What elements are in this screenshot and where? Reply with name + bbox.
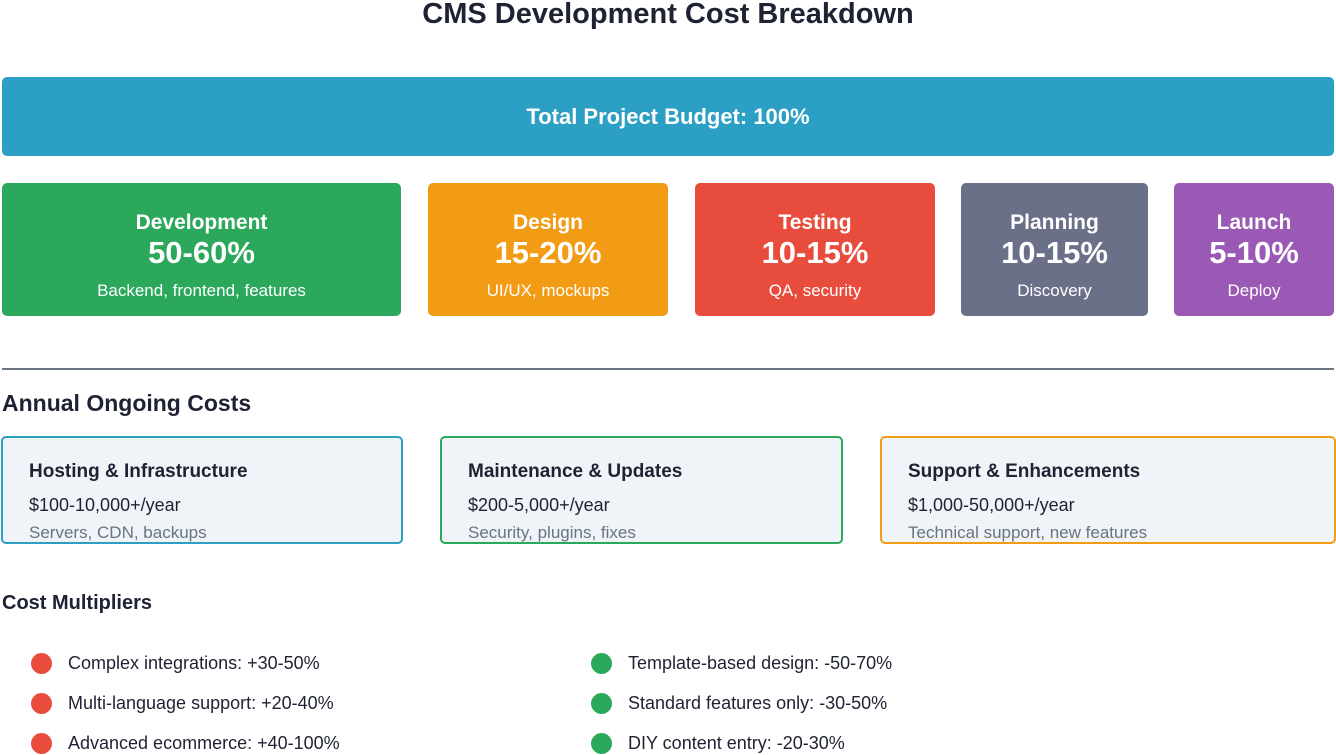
phase-launch: Launch 5-10% Deploy — [1174, 183, 1334, 316]
phase-design: Design 15-20% UI/UX, mockups — [428, 183, 668, 316]
increase-dot-icon — [31, 692, 52, 714]
multiplier-decrease-item: DIY content entry: -20-30% — [591, 731, 845, 755]
section-divider — [2, 368, 1334, 370]
cost-title: Hosting & Infrastructure — [29, 461, 248, 482]
multipliers-heading: Cost Multipliers — [2, 592, 153, 614]
ongoing-costs-heading: Annual Ongoing Costs — [2, 390, 252, 416]
increase-dot-icon — [31, 732, 52, 754]
multiplier-increase-item: Complex integrations: +30-50% — [31, 651, 320, 675]
cost-price: $100-10,000+/year — [29, 495, 181, 515]
cost-desc: Servers, CDN, backups — [29, 523, 207, 542]
multiplier-increase-item: Multi-language support: +20-40% — [31, 691, 334, 715]
cost-card-hosting: Hosting & Infrastructure $100-10,000+/ye… — [1, 436, 403, 544]
phase-desc: Deploy — [1227, 281, 1281, 300]
cost-card-maintenance: Maintenance & Updates $200-5,000+/year S… — [440, 436, 843, 544]
phase-desc: UI/UX, mockups — [486, 281, 610, 300]
phase-desc: Discovery — [1017, 281, 1092, 300]
multiplier-label: DIY content entry: -20-30% — [628, 732, 845, 753]
increase-dot-icon — [31, 652, 52, 674]
multiplier-label: Standard features only: -30-50% — [628, 692, 888, 713]
cost-price: $200-5,000+/year — [468, 495, 610, 515]
phase-development: Development 50-60% Backend, frontend, fe… — [2, 183, 401, 316]
phase-testing: Testing 10-15% QA, security — [695, 183, 935, 316]
phase-value: 5-10% — [1209, 235, 1299, 270]
decrease-dot-icon — [591, 692, 612, 714]
phase-name: Development — [135, 211, 268, 234]
phase-name: Launch — [1216, 211, 1292, 234]
cost-price: $1,000-50,000+/year — [908, 495, 1075, 515]
phase-value: 10-15% — [761, 235, 869, 270]
phase-name: Testing — [778, 211, 852, 234]
multiplier-increase-item: Advanced ecommerce: +40-100% — [31, 731, 340, 755]
multiplier-decrease-item: Template-based design: -50-70% — [591, 651, 892, 675]
multiplier-label: Template-based design: -50-70% — [628, 652, 893, 673]
cost-desc: Security, plugins, fixes — [468, 523, 636, 542]
phase-value: 50-60% — [148, 235, 255, 270]
phase-value: 15-20% — [494, 235, 602, 270]
decrease-dot-icon — [591, 732, 612, 754]
phase-planning: Planning 10-15% Discovery — [961, 183, 1148, 316]
phase-desc: Backend, frontend, features — [97, 281, 306, 300]
multiplier-label: Multi-language support: +20-40% — [68, 692, 334, 713]
multiplier-decrease-item: Standard features only: -30-50% — [591, 691, 887, 715]
cost-title: Maintenance & Updates — [468, 461, 683, 482]
page-title: CMS Development Cost Breakdown — [422, 0, 914, 30]
phase-desc: QA, security — [768, 281, 862, 300]
cost-title: Support & Enhancements — [908, 461, 1141, 482]
cost-card-support: Support & Enhancements $1,000-50,000+/ye… — [880, 436, 1336, 544]
phase-value: 10-15% — [1001, 235, 1108, 270]
decrease-dot-icon — [591, 652, 612, 674]
cost-desc: Technical support, new features — [908, 523, 1148, 542]
multiplier-label: Complex integrations: +30-50% — [68, 652, 320, 673]
total-budget-bar: Total Project Budget: 100% — [2, 77, 1334, 156]
phase-name: Planning — [1010, 211, 1099, 234]
total-budget-label: Total Project Budget: 100% — [526, 103, 810, 129]
multiplier-label: Advanced ecommerce: +40-100% — [68, 732, 340, 753]
phase-name: Design — [512, 211, 583, 234]
